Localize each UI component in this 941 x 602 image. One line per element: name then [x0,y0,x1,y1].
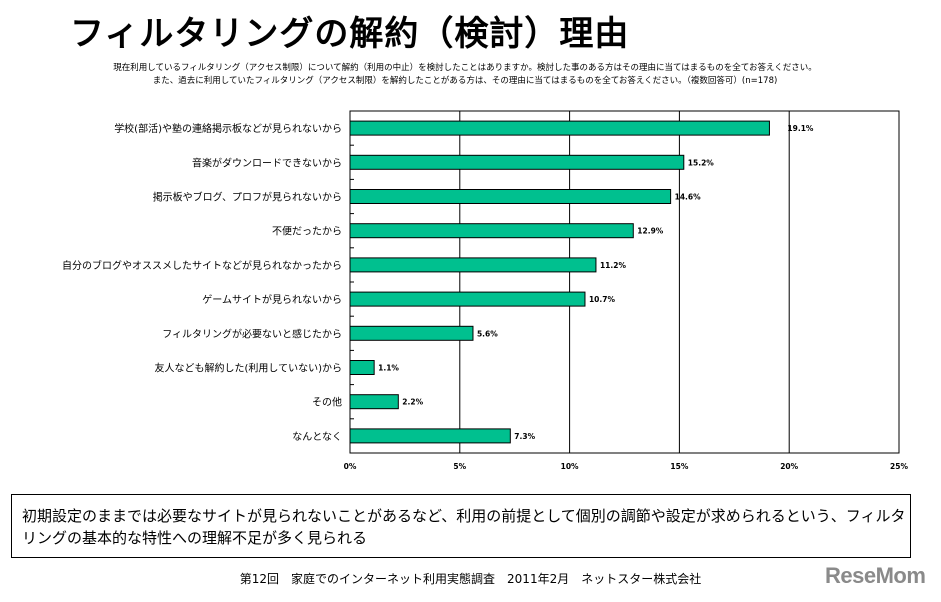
x-tick-label: 5% [453,462,466,471]
x-tick-label: 25% [890,462,908,471]
x-tick-label: 20% [780,462,798,471]
data-label: 5.6% [477,329,498,338]
x-tick-label: 15% [670,462,688,471]
category-label: その他 [312,396,342,409]
category-label: なんとなく [292,431,342,443]
category-label: フィルタリングが必要ないと感じたから [162,327,342,340]
category-label: 音楽がダウンロードできないから [192,156,342,169]
bar [349,325,474,341]
x-tick-label: 0% [344,462,357,471]
bar [349,189,672,204]
data-label: 19.1% [787,124,814,133]
data-label: 10.7% [589,295,616,304]
category-label: 自分のブログやオススメしたサイトなどが見られなかったから [62,259,342,272]
source-footer: 第12回 家庭でのインターネット利用実態調査 2011年2月 ネットスター株式会… [239,572,702,586]
bar [349,360,375,375]
slide-title: フィルタリングの解約（検討）理由 [70,14,630,54]
data-label: 14.6% [675,193,702,202]
category-label: 学校(部活)や塾の連絡掲示板などが見られないから [114,122,342,135]
summary-note: 初期設定のままでは必要なサイトが見られないことがあるなど、利用の前提として個別の… [11,494,911,558]
data-label: 12.9% [637,227,664,236]
resemom-logo: ReseMom [825,563,926,588]
data-label: 15.2% [688,158,715,167]
bar-chart: 0% 5% 10% 15% 20% 25% 学校(部活)や塾の連絡掲示板などが見られないから… [62,110,908,471]
category-label: 掲示板やブログ、プロフが見られないから [153,191,342,204]
category-label: 不便だったから [272,225,342,238]
data-label: 1.1% [378,364,399,373]
data-label: 11.2% [600,261,627,270]
bar [349,428,511,444]
category-label: 友人なども解約した(利用していない)から [154,362,342,375]
bar [349,154,685,170]
category-label: ゲームサイトが見られないから [202,293,342,306]
bar [349,120,770,136]
bar [349,223,634,239]
x-tick-label: 10% [561,462,579,471]
data-label: 2.2% [402,398,423,407]
bar [349,257,597,273]
data-label: 7.3% [514,432,535,441]
bar [349,394,399,410]
survey-question: 現在利用しているフィルタリング（アクセス制限）について解約（利用の中止）を検討し… [113,63,817,86]
bar [349,291,586,307]
